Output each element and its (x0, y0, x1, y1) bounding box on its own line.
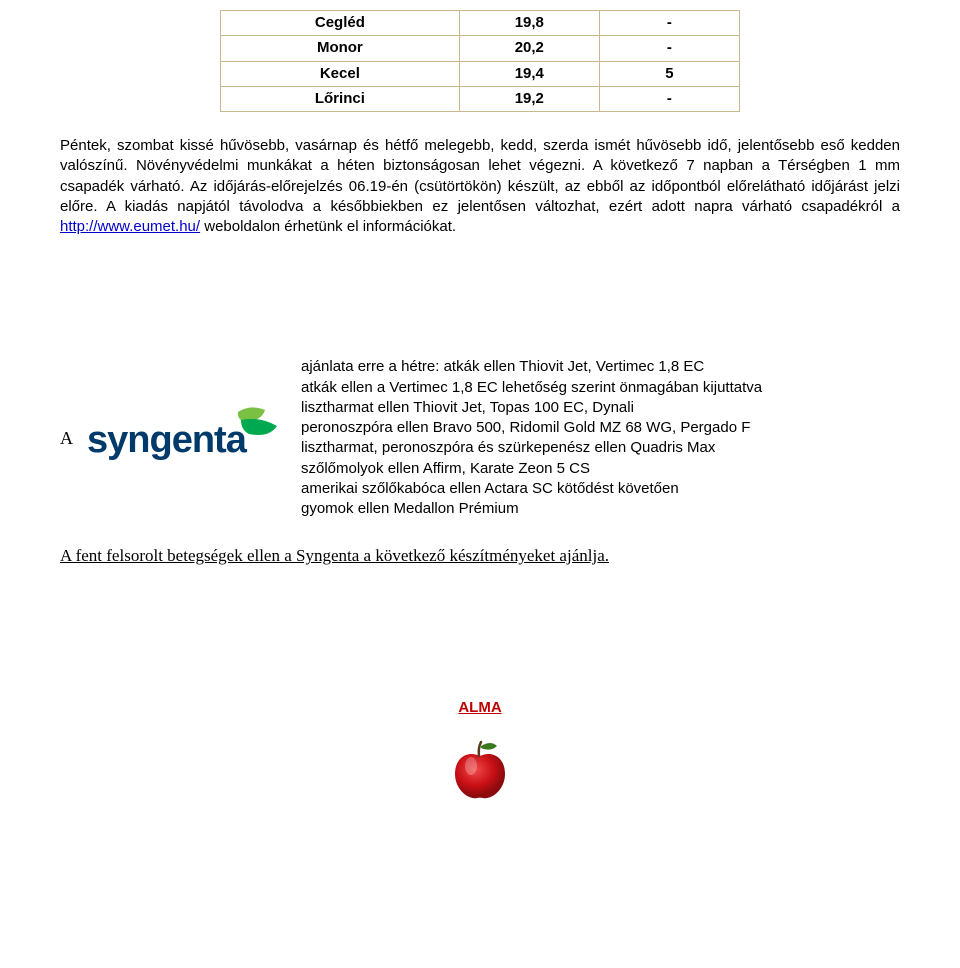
table-cell: - (599, 86, 739, 111)
para-part2: weboldalon érhetünk el információkat. (200, 218, 456, 235)
table-cell: Lőrinci (221, 86, 460, 111)
alma-block: ALMA (60, 698, 900, 811)
table-cell: 19,4 (459, 61, 599, 86)
weather-table: Cegléd19,8-Monor20,2-Kecel19,45Lőrinci19… (220, 10, 740, 112)
footer-line: A fent felsorolt betegségek ellen a Syng… (60, 545, 900, 568)
table-cell: Cegléd (221, 11, 460, 36)
table-cell: 5 (599, 61, 739, 86)
offer-line: szőlőmolyok ellen Affirm, Karate Zeon 5 … (301, 459, 900, 479)
eumet-link[interactable]: http://www.eumet.hu/ (60, 218, 200, 235)
offer-line: ajánlata erre a hétre: atkák ellen Thiov… (301, 357, 900, 377)
table-cell: 19,2 (459, 86, 599, 111)
table-cell: 19,8 (459, 11, 599, 36)
offer-line: peronoszpóra ellen Bravo 500, Ridomil Go… (301, 418, 900, 438)
sponsor-lead: A (60, 426, 75, 450)
table-row: Monor20,2- (221, 36, 740, 61)
syngenta-logo: syngenta (83, 400, 293, 476)
table-row: Cegléd19,8- (221, 11, 740, 36)
forecast-paragraph: Péntek, szombat kissé hűvösebb, vasárnap… (60, 136, 900, 237)
offer-line: lisztharmat ellen Thiovit Jet, Topas 100… (301, 398, 900, 418)
offer-list: ajánlata erre a hétre: atkák ellen Thiov… (301, 357, 900, 519)
table-cell: Kecel (221, 61, 460, 86)
offer-line: amerikai szőlőkabóca ellen Actara SC köt… (301, 479, 900, 499)
sponsor-block: A syngenta ajánlata erre a hétre: atkák … (60, 357, 900, 519)
offer-line: atkák ellen a Vertimec 1,8 EC lehetőség … (301, 378, 900, 398)
alma-title: ALMA (60, 698, 900, 718)
para-part1: Péntek, szombat kissé hűvösebb, vasárnap… (60, 137, 900, 215)
table-cell: - (599, 36, 739, 61)
offer-line: gyomok ellen Medallon Prémium (301, 499, 900, 519)
table-cell: 20,2 (459, 36, 599, 61)
table-cell: Monor (221, 36, 460, 61)
svg-text:syngenta: syngenta (87, 419, 248, 461)
apple-icon (445, 734, 515, 810)
table-cell: - (599, 11, 739, 36)
table-row: Lőrinci19,2- (221, 86, 740, 111)
offer-line: lisztharmat, peronoszpóra és szürkepenés… (301, 438, 900, 458)
table-row: Kecel19,45 (221, 61, 740, 86)
